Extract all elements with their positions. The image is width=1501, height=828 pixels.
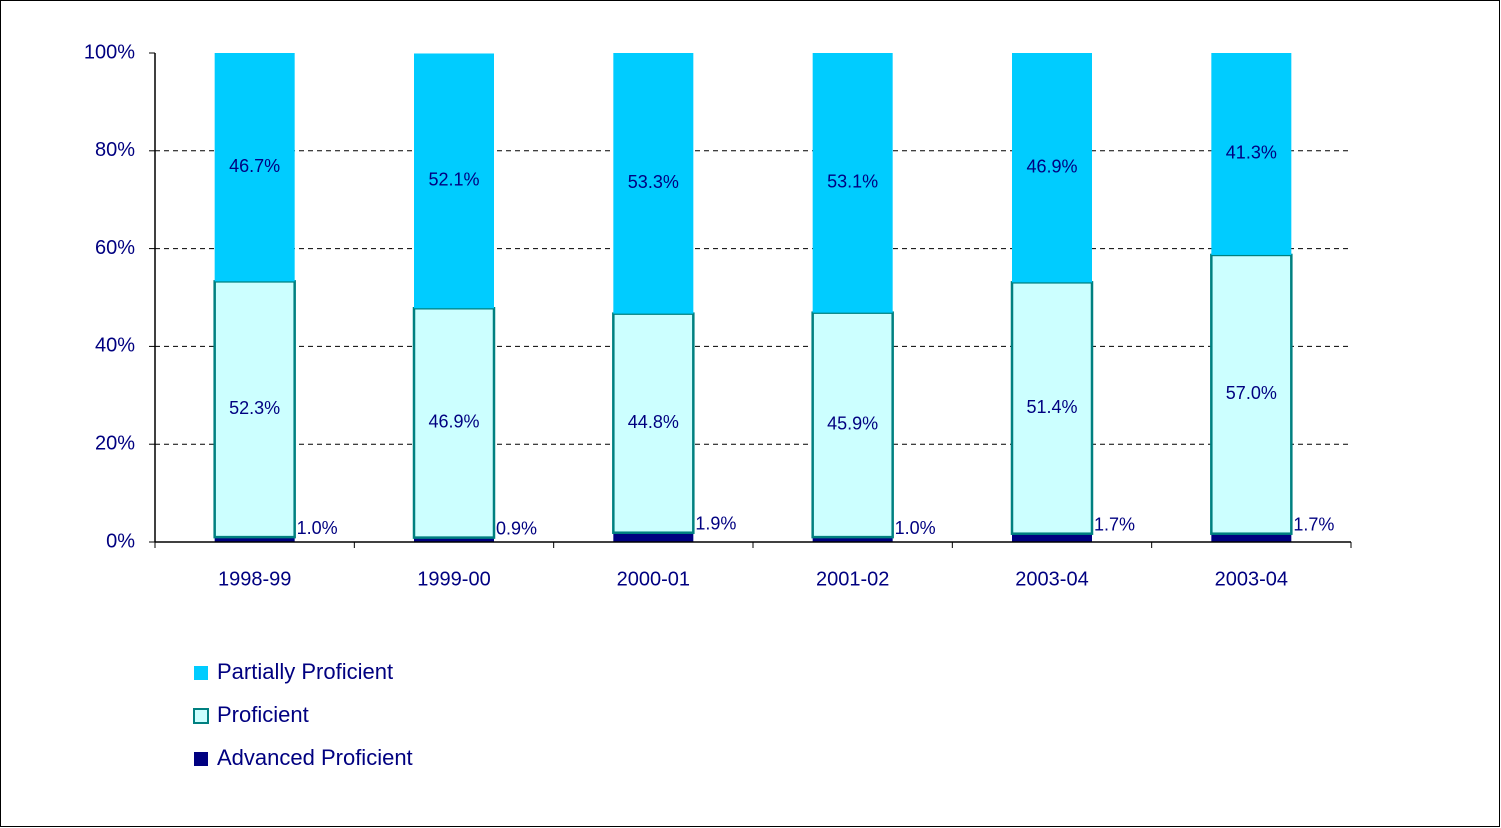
y-tick-label: 80%: [95, 139, 135, 161]
y-tick-label: 60%: [95, 237, 135, 259]
legend-label: Partially Proficient: [217, 659, 393, 684]
bar-segment: [1012, 533, 1092, 542]
data-label: 46.9%: [1026, 156, 1077, 176]
data-label: 1.9%: [695, 513, 736, 533]
data-label: 1.0%: [297, 518, 338, 538]
data-label: 44.8%: [628, 412, 679, 432]
bar-segment: [414, 537, 494, 542]
data-label: 53.3%: [628, 172, 679, 192]
data-label: 1.0%: [895, 518, 936, 538]
data-label: 52.1%: [428, 170, 479, 190]
bar-segment: [812, 537, 893, 542]
x-tick-label: 2003-04: [1015, 568, 1088, 590]
bar-segment: [1012, 53, 1092, 283]
bar-segment: [213, 280, 296, 539]
legend-label: Advanced Proficient: [217, 745, 413, 770]
data-label: 57.0%: [1226, 383, 1277, 403]
bar-segment: [612, 312, 695, 534]
data-label: 51.4%: [1026, 397, 1077, 417]
data-label: 52.3%: [229, 398, 280, 418]
bar-segment: [214, 53, 295, 282]
y-tick-label: 100%: [84, 41, 135, 63]
data-label: 46.7%: [229, 156, 280, 176]
y-tick-label: 20%: [95, 432, 135, 454]
data-label: 0.9%: [496, 518, 537, 538]
legend-swatch: [194, 666, 208, 680]
x-tick-label: 1998-99: [218, 568, 291, 590]
y-tick-label: 0%: [106, 530, 135, 552]
x-tick-label: 2000-01: [617, 568, 690, 590]
bar-segment: [1210, 253, 1293, 535]
legend-swatch: [193, 708, 209, 724]
bar-segment: [1010, 281, 1094, 535]
legend-swatch: [194, 752, 208, 766]
data-label: 45.9%: [827, 414, 878, 434]
y-tick-label: 40%: [95, 335, 135, 357]
bar-segment: [613, 53, 694, 314]
bar-segment: [1211, 53, 1292, 255]
data-label: 46.9%: [428, 412, 479, 432]
bar-segment: [811, 311, 894, 539]
bar-segment: [214, 537, 295, 542]
data-label: 53.1%: [827, 172, 878, 192]
x-tick-label: 2001-02: [816, 568, 889, 590]
bar-segment: [613, 532, 694, 542]
x-tick-label: 1999-00: [417, 568, 490, 590]
data-label: 1.7%: [1293, 514, 1334, 534]
data-label: 41.3%: [1226, 143, 1277, 163]
bar-segment: [812, 53, 893, 313]
x-tick-label: 2003-04: [1215, 568, 1288, 590]
legend-label: Proficient: [217, 702, 309, 727]
bar-segment: [414, 53, 494, 309]
bar-segment: [1211, 533, 1292, 542]
data-label: 1.7%: [1094, 514, 1135, 534]
